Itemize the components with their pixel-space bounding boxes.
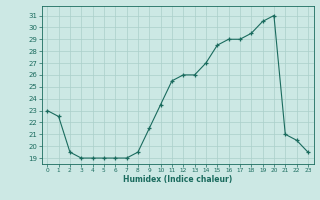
X-axis label: Humidex (Indice chaleur): Humidex (Indice chaleur) <box>123 175 232 184</box>
